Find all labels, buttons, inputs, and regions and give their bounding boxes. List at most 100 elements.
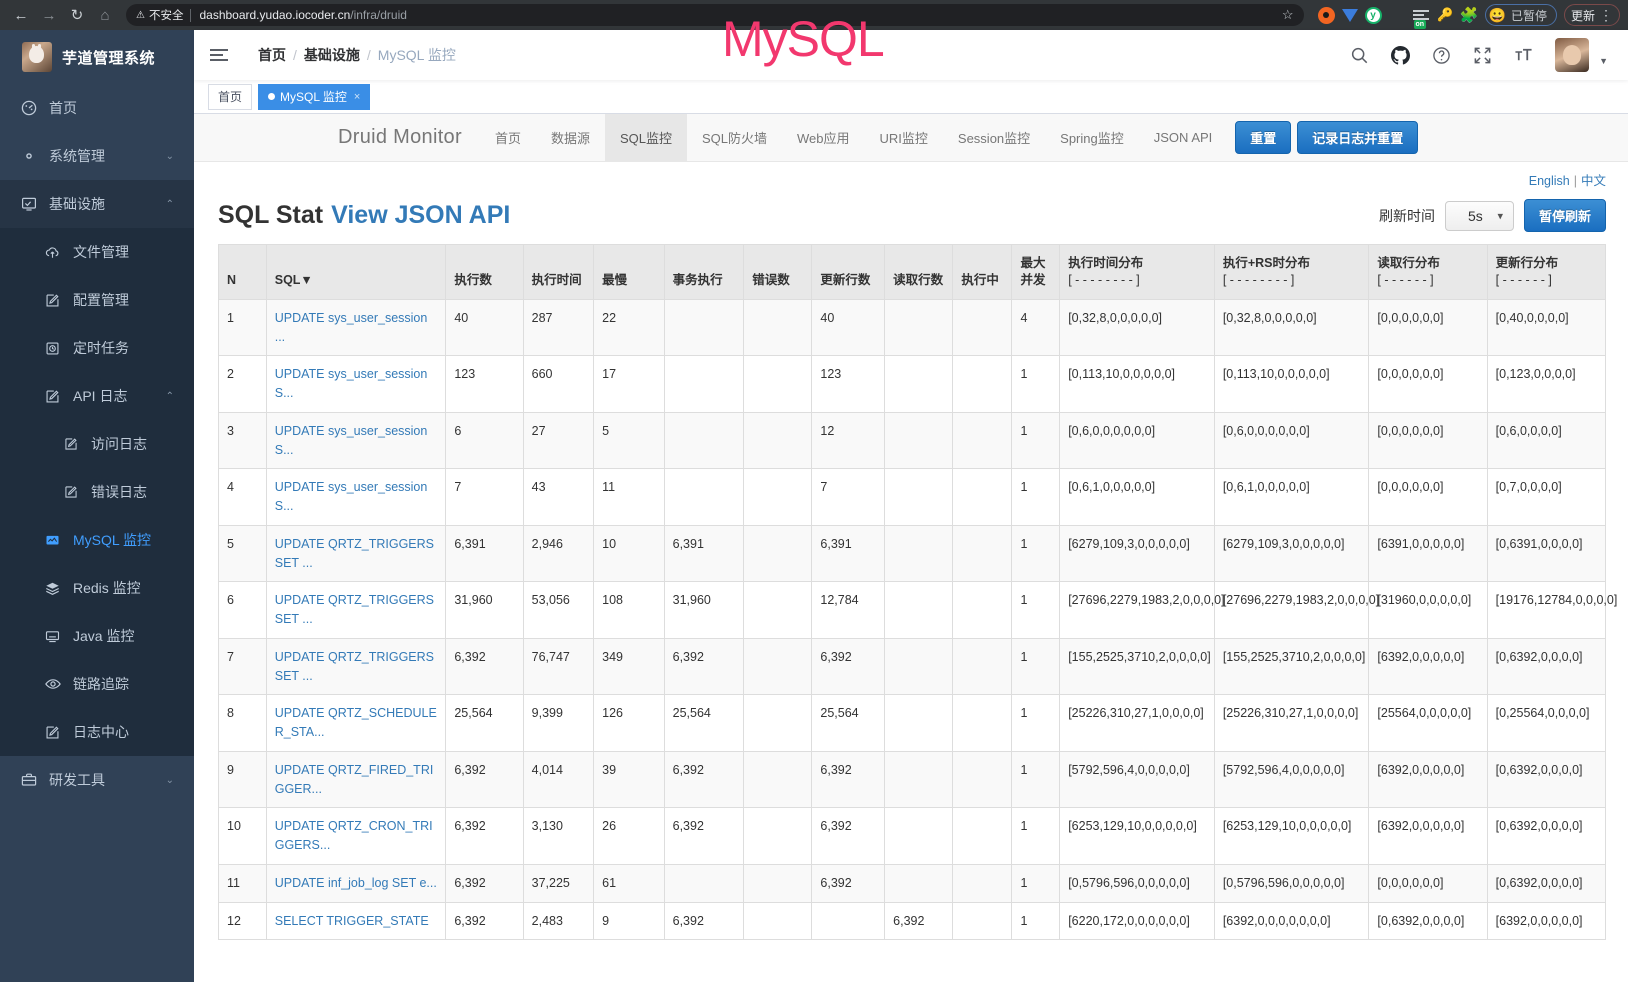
- th-read-rows[interactable]: 读取行数: [884, 244, 954, 300]
- sidebar-item-config-manage[interactable]: 配置管理: [0, 276, 194, 324]
- sidebar-brand[interactable]: 芋道管理系统: [0, 30, 194, 84]
- sql-link[interactable]: SELECT TRIGGER_STATE: [274, 913, 429, 928]
- druid-nav-sql-monitor[interactable]: SQL监控: [604, 114, 687, 161]
- reset-button[interactable]: 重置: [1235, 121, 1292, 154]
- extension-orange-icon[interactable]: [1317, 6, 1335, 24]
- sidebar-item-scheduled-task[interactable]: 定时任务: [0, 324, 194, 372]
- th-exec-rs-dist[interactable]: 执行+RS时分布 [ - - - - - - - - ]: [1213, 244, 1370, 300]
- extension-key-icon[interactable]: 🔑: [1436, 7, 1454, 22]
- tag-mysql-monitor[interactable]: MySQL 监控 ×: [258, 83, 371, 110]
- th-read-rows-dist[interactable]: 读取行分布 [ - - - - - - ]: [1368, 244, 1488, 300]
- cell-sql[interactable]: UPDATE QRTZ_CRON_TRIGGERS...: [265, 807, 447, 865]
- sidebar-item-home[interactable]: 首页: [0, 84, 194, 132]
- sql-link[interactable]: UPDATE QRTZ_CRON_TRIGGERS...: [274, 819, 433, 852]
- th-slowest[interactable]: 最慢: [593, 244, 665, 300]
- update-button[interactable]: 更新 ⋮: [1563, 4, 1620, 26]
- druid-nav-datasource[interactable]: 数据源: [550, 131, 590, 146]
- lang-english-link[interactable]: English: [1528, 174, 1570, 188]
- extension-diamond-icon[interactable]: [1341, 8, 1358, 22]
- cell-sql[interactable]: UPDATE inf_job_log SET e...: [265, 863, 447, 903]
- cell-sql[interactable]: UPDATE QRTZ_FIRED_TRIGGER...: [265, 750, 447, 809]
- home-icon[interactable]: ⌂: [100, 6, 110, 24]
- sidebar-item-mysql-monitor[interactable]: MySQL 监控: [0, 516, 194, 564]
- cell-sql[interactable]: UPDATE QRTZ_TRIGGERS SET ...: [265, 637, 447, 696]
- log-and-reset-button[interactable]: 记录日志并重置: [1297, 121, 1419, 154]
- druid-nav-session-monitor[interactable]: Session监控: [957, 131, 1031, 146]
- view-json-api-link[interactable]: View JSON API: [331, 201, 511, 229]
- extensions-puzzle-icon[interactable]: 🧩: [1459, 7, 1479, 24]
- th-max-concurrent[interactable]: 最大并发: [1011, 244, 1061, 300]
- user-avatar[interactable]: [1555, 38, 1590, 72]
- reload-icon[interactable]: ↻: [70, 7, 84, 24]
- chevron-down-icon[interactable]: ▼: [1599, 56, 1608, 66]
- sidebar-item-error-log[interactable]: 错误日志: [0, 468, 194, 516]
- sidebar-item-trace[interactable]: 链路追踪: [0, 660, 194, 708]
- sidebar-item-system[interactable]: 系统管理 ⌄: [0, 132, 194, 180]
- search-icon[interactable]: [1350, 46, 1369, 65]
- th-exec-count[interactable]: 执行数: [445, 244, 524, 300]
- sidebar-item-java-monitor[interactable]: Java 监控: [0, 612, 194, 660]
- th-tx-exec[interactable]: 事务执行: [663, 244, 745, 300]
- back-arrow-icon[interactable]: ←: [13, 6, 29, 24]
- forward-arrow-icon[interactable]: →: [41, 6, 57, 24]
- sidebar-item-log-center[interactable]: 日志中心: [0, 708, 194, 756]
- refresh-interval-select-wrap[interactable]: 5s: [1444, 200, 1514, 231]
- cell-sql[interactable]: UPDATE QRTZ_TRIGGERS SET ...: [265, 581, 447, 639]
- breadcrumb-item-home[interactable]: 首页: [258, 47, 286, 63]
- cell-sql[interactable]: UPDATE sys_user_session ...: [265, 298, 447, 357]
- cell-sql[interactable]: UPDATE sys_user_session S...: [265, 411, 447, 470]
- th-running[interactable]: 执行中: [952, 244, 1013, 300]
- font-size-icon[interactable]: [1514, 46, 1533, 65]
- druid-nav-spring-monitor[interactable]: Spring监控: [1060, 131, 1124, 146]
- druid-nav-home[interactable]: 首页: [494, 131, 521, 146]
- extension-vpn-icon[interactable]: on: [1412, 7, 1430, 29]
- sql-link[interactable]: UPDATE sys_user_session S...: [274, 367, 428, 400]
- close-icon[interactable]: ×: [353, 90, 361, 103]
- sql-link[interactable]: UPDATE sys_user_session S...: [274, 480, 428, 513]
- sql-link[interactable]: UPDATE QRTZ_TRIGGERS SET ...: [274, 593, 435, 626]
- sql-link[interactable]: UPDATE inf_job_log SET e...: [274, 875, 437, 890]
- th-update-rows[interactable]: 更新行数: [811, 244, 886, 300]
- cell-sql[interactable]: SELECT TRIGGER_STATE: [265, 901, 447, 941]
- sidebar-item-redis-monitor[interactable]: Redis 监控: [0, 564, 194, 612]
- th-update-rows-dist[interactable]: 更新行分布 [ - - - - - - ]: [1486, 244, 1607, 300]
- refresh-interval-select[interactable]: 5s: [1444, 200, 1514, 231]
- sidebar-item-file-manage[interactable]: 文件管理: [0, 228, 194, 276]
- th-sql[interactable]: SQL▼: [265, 244, 447, 300]
- bookmark-star-icon[interactable]: ☆: [1281, 7, 1294, 22]
- profile-paused-pill[interactable]: 😀 已暂停: [1484, 4, 1557, 26]
- cell-sql[interactable]: UPDATE sys_user_session S...: [265, 468, 447, 526]
- breadcrumb-item-infra[interactable]: 基础设施: [303, 47, 360, 63]
- sql-link[interactable]: UPDATE QRTZ_FIRED_TRIGGER...: [274, 762, 434, 796]
- extension-grid-icon[interactable]: [1389, 7, 1406, 24]
- fullscreen-icon[interactable]: [1473, 46, 1492, 65]
- cell-sql[interactable]: UPDATE sys_user_session S...: [265, 355, 447, 413]
- lang-chinese-link[interactable]: 中文: [1580, 174, 1606, 188]
- hamburger-icon[interactable]: [210, 44, 232, 66]
- druid-nav-web-app[interactable]: Web应用: [797, 131, 850, 146]
- sidebar-item-infra[interactable]: 基础设施 ⌃: [0, 180, 194, 228]
- sql-link[interactable]: UPDATE QRTZ_TRIGGERS SET ...: [274, 536, 435, 570]
- github-icon[interactable]: [1391, 45, 1411, 65]
- cell-sql[interactable]: UPDATE QRTZ_SCHEDULER_STA...: [265, 694, 447, 752]
- cell-sql[interactable]: UPDATE QRTZ_TRIGGERS SET ...: [265, 524, 447, 583]
- sql-link[interactable]: UPDATE QRTZ_SCHEDULER_STA...: [274, 706, 437, 739]
- sidebar-item-access-log[interactable]: 访问日志: [0, 420, 194, 468]
- druid-nav-uri-monitor[interactable]: URI监控: [879, 131, 928, 146]
- th-exec-time[interactable]: 执行时间: [522, 244, 595, 300]
- sidebar-item-dev-tools[interactable]: 研发工具 ⌄: [0, 756, 194, 804]
- address-bar[interactable]: ⚠ 不安全 dashboard.yudao.iocoder.cn/infra/d…: [126, 4, 1304, 26]
- help-circle-icon[interactable]: [1432, 46, 1451, 65]
- druid-nav-sql-firewall[interactable]: SQL防火墙: [702, 131, 768, 146]
- pause-refresh-button[interactable]: 暂停刷新: [1523, 199, 1606, 232]
- druid-nav-json-api[interactable]: JSON API: [1153, 130, 1213, 145]
- th-error-count[interactable]: 错误数: [743, 244, 813, 300]
- th-exec-time-dist[interactable]: 执行时间分布 [ - - - - - - - - ]: [1059, 244, 1215, 300]
- sql-link[interactable]: UPDATE sys_user_session ...: [274, 310, 428, 344]
- sidebar-item-api-log[interactable]: API 日志 ⌃: [0, 372, 194, 420]
- sql-link[interactable]: UPDATE QRTZ_TRIGGERS SET ...: [274, 649, 435, 683]
- extension-youdao-icon[interactable]: y: [1364, 6, 1382, 24]
- kebab-menu-icon[interactable]: ⋮: [1599, 7, 1613, 23]
- sql-link[interactable]: UPDATE sys_user_session S...: [274, 423, 428, 457]
- tag-home[interactable]: 首页: [208, 83, 253, 110]
